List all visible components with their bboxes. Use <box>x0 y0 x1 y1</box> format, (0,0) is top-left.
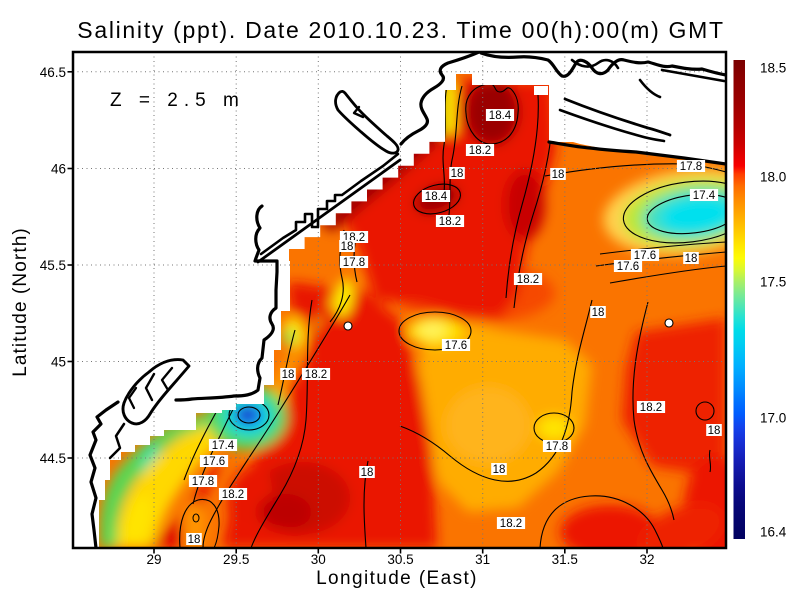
svg-text:18.2: 18.2 <box>469 145 491 157</box>
svg-text:18: 18 <box>493 464 506 476</box>
svg-text:18: 18 <box>451 168 464 180</box>
svg-text:18.2: 18.2 <box>305 369 327 381</box>
svg-text:18.2: 18.2 <box>222 489 244 501</box>
svg-text:18.2: 18.2 <box>439 216 461 228</box>
svg-text:46.5: 46.5 <box>40 65 66 80</box>
svg-text:31.5: 31.5 <box>552 552 578 567</box>
svg-text:17.8: 17.8 <box>680 161 702 173</box>
svg-text:17.6: 17.6 <box>203 456 225 468</box>
svg-text:18: 18 <box>592 307 605 319</box>
svg-text:18: 18 <box>552 169 565 181</box>
svg-text:18.4: 18.4 <box>425 191 448 203</box>
svg-text:18: 18 <box>188 534 201 546</box>
svg-text:30.5: 30.5 <box>387 552 413 567</box>
svg-text:29.5: 29.5 <box>223 552 249 567</box>
svg-text:18.5: 18.5 <box>760 61 786 76</box>
svg-text:18.4: 18.4 <box>489 110 512 122</box>
svg-text:18: 18 <box>708 425 721 437</box>
svg-text:18: 18 <box>282 369 295 381</box>
svg-text:18: 18 <box>361 467 374 479</box>
svg-text:31: 31 <box>475 552 490 567</box>
svg-text:45.5: 45.5 <box>40 258 66 273</box>
svg-text:Z = 2.5 m: Z = 2.5 m <box>110 90 245 111</box>
svg-text:18.0: 18.0 <box>760 170 786 185</box>
svg-text:18: 18 <box>341 241 354 253</box>
svg-text:44.5: 44.5 <box>40 451 66 466</box>
svg-text:17.8: 17.8 <box>192 476 214 488</box>
svg-text:17.8: 17.8 <box>343 257 365 269</box>
svg-text:18.2: 18.2 <box>500 518 522 530</box>
svg-text:17.4: 17.4 <box>212 440 235 452</box>
svg-text:32: 32 <box>639 552 654 567</box>
svg-text:46: 46 <box>51 162 66 177</box>
svg-text:Longitude (East): Longitude (East) <box>316 568 478 589</box>
svg-text:18: 18 <box>685 253 698 265</box>
svg-text:17.4: 17.4 <box>693 190 716 202</box>
svg-text:30: 30 <box>311 552 326 567</box>
svg-text:45: 45 <box>51 355 66 370</box>
svg-text:17.0: 17.0 <box>760 411 786 426</box>
svg-text:Latitude (North): Latitude (North) <box>10 227 31 377</box>
svg-text:Salinity (ppt). Date 2010.10.2: Salinity (ppt). Date 2010.10.23. Time 00… <box>77 17 724 43</box>
svg-text:17.6: 17.6 <box>617 261 639 273</box>
svg-text:17.8: 17.8 <box>546 441 568 453</box>
svg-text:17.6: 17.6 <box>634 250 656 262</box>
svg-text:17.5: 17.5 <box>760 275 786 290</box>
svg-text:18.2: 18.2 <box>517 274 539 286</box>
svg-text:16.4: 16.4 <box>760 525 787 540</box>
svg-text:18.2: 18.2 <box>640 402 662 414</box>
svg-text:29: 29 <box>146 552 161 567</box>
svg-text:17.6: 17.6 <box>445 340 467 352</box>
